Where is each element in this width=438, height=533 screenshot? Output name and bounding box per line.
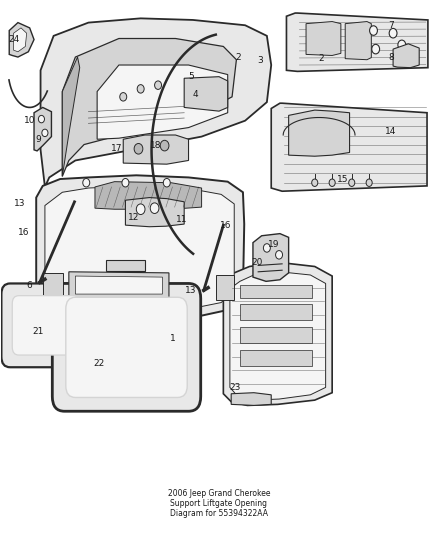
Text: 11: 11 bbox=[176, 215, 188, 224]
Circle shape bbox=[366, 179, 372, 187]
Text: 15: 15 bbox=[337, 174, 349, 183]
Polygon shape bbox=[271, 103, 427, 191]
Polygon shape bbox=[123, 135, 188, 164]
Text: 2006 Jeep Grand Cherokee
Support Liftgate Opening
Diagram for 55394322AA: 2006 Jeep Grand Cherokee Support Liftgat… bbox=[168, 489, 270, 519]
Polygon shape bbox=[36, 175, 244, 326]
Text: 12: 12 bbox=[128, 213, 140, 222]
Text: 9: 9 bbox=[35, 135, 41, 144]
Polygon shape bbox=[393, 44, 419, 68]
Bar bbox=[240, 327, 312, 343]
Text: 3: 3 bbox=[258, 56, 263, 65]
Circle shape bbox=[189, 82, 196, 91]
Circle shape bbox=[122, 179, 129, 187]
Text: 2: 2 bbox=[236, 53, 241, 62]
Bar bbox=[215, 275, 234, 301]
Polygon shape bbox=[253, 233, 289, 281]
Circle shape bbox=[329, 179, 335, 187]
FancyBboxPatch shape bbox=[66, 297, 187, 398]
Text: 14: 14 bbox=[385, 127, 396, 136]
Text: 5: 5 bbox=[188, 72, 194, 81]
Text: 13: 13 bbox=[185, 286, 197, 295]
Circle shape bbox=[150, 203, 159, 214]
Circle shape bbox=[137, 85, 144, 93]
Circle shape bbox=[39, 115, 45, 123]
Text: 13: 13 bbox=[14, 199, 25, 208]
Polygon shape bbox=[231, 393, 271, 406]
Text: 21: 21 bbox=[33, 327, 44, 336]
Circle shape bbox=[370, 26, 378, 35]
Circle shape bbox=[389, 28, 397, 38]
Circle shape bbox=[207, 87, 214, 96]
Text: 19: 19 bbox=[268, 240, 279, 249]
Circle shape bbox=[349, 179, 355, 187]
Polygon shape bbox=[230, 272, 325, 400]
Text: 23: 23 bbox=[230, 383, 241, 392]
Text: 4: 4 bbox=[192, 90, 198, 99]
Text: 18: 18 bbox=[150, 141, 162, 150]
Circle shape bbox=[276, 251, 283, 259]
Polygon shape bbox=[223, 262, 332, 406]
Polygon shape bbox=[289, 110, 350, 156]
Text: 16: 16 bbox=[18, 228, 30, 237]
Text: 1: 1 bbox=[170, 334, 176, 343]
Circle shape bbox=[215, 94, 223, 102]
Circle shape bbox=[160, 140, 169, 151]
Polygon shape bbox=[95, 182, 201, 209]
Bar bbox=[240, 304, 312, 319]
Text: 22: 22 bbox=[94, 359, 105, 367]
Polygon shape bbox=[69, 272, 169, 298]
FancyBboxPatch shape bbox=[12, 296, 80, 355]
Polygon shape bbox=[14, 28, 27, 52]
Text: 20: 20 bbox=[251, 258, 263, 266]
Circle shape bbox=[163, 179, 170, 187]
Polygon shape bbox=[45, 186, 234, 318]
Polygon shape bbox=[286, 13, 428, 71]
Circle shape bbox=[398, 40, 406, 50]
Bar bbox=[43, 273, 63, 300]
Bar bbox=[240, 350, 312, 366]
Text: 7: 7 bbox=[388, 21, 394, 30]
Polygon shape bbox=[306, 21, 341, 55]
Polygon shape bbox=[345, 21, 371, 60]
Polygon shape bbox=[62, 57, 80, 176]
Polygon shape bbox=[75, 276, 162, 294]
Polygon shape bbox=[41, 18, 271, 187]
Text: 2: 2 bbox=[318, 54, 324, 63]
FancyBboxPatch shape bbox=[52, 284, 201, 411]
Text: 6: 6 bbox=[27, 280, 32, 289]
Polygon shape bbox=[106, 260, 145, 271]
Polygon shape bbox=[97, 65, 228, 139]
Polygon shape bbox=[9, 22, 34, 57]
Circle shape bbox=[42, 129, 48, 136]
Circle shape bbox=[134, 143, 143, 154]
Polygon shape bbox=[34, 108, 51, 151]
Polygon shape bbox=[184, 77, 228, 111]
Circle shape bbox=[120, 93, 127, 101]
Text: 10: 10 bbox=[24, 116, 35, 125]
Circle shape bbox=[263, 244, 270, 252]
Polygon shape bbox=[62, 38, 237, 176]
Text: 8: 8 bbox=[388, 53, 394, 62]
Text: 17: 17 bbox=[111, 144, 123, 154]
Text: 24: 24 bbox=[8, 35, 19, 44]
Circle shape bbox=[83, 179, 90, 187]
Circle shape bbox=[155, 81, 162, 90]
FancyBboxPatch shape bbox=[1, 284, 91, 367]
Polygon shape bbox=[125, 198, 184, 227]
Circle shape bbox=[136, 204, 145, 215]
Bar bbox=[240, 285, 312, 298]
Circle shape bbox=[312, 179, 318, 187]
Circle shape bbox=[372, 44, 380, 54]
Text: 16: 16 bbox=[220, 221, 231, 230]
